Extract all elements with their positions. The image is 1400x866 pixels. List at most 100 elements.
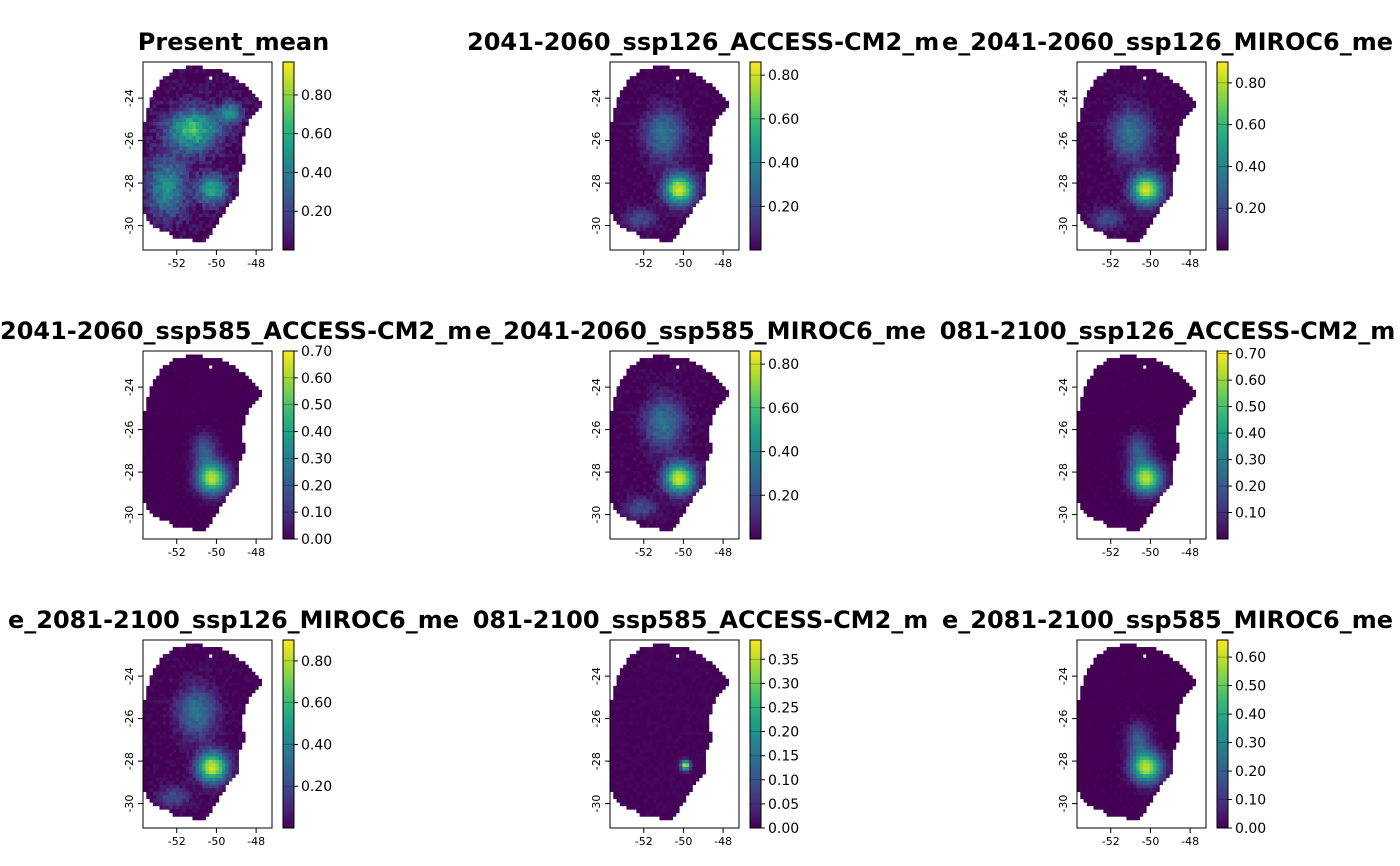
raster-cell: [1189, 104, 1193, 109]
raster-cell: [245, 118, 249, 123]
raster-cell: [166, 460, 170, 465]
raster-cell: [652, 86, 657, 91]
raster-cell: [692, 146, 697, 151]
raster-cell: [669, 97, 673, 102]
raster-cell: [1083, 100, 1088, 105]
raster-cell: [215, 160, 220, 165]
raster-cell: [143, 432, 147, 437]
raster-cell: [685, 160, 690, 165]
raster-cell: [149, 467, 154, 472]
raster-cell: [1090, 150, 1094, 155]
raster-cell: [143, 495, 147, 500]
raster-cell: [235, 86, 239, 91]
raster-cell: [1129, 125, 1134, 130]
raster-cell: [149, 481, 154, 486]
raster-cell: [182, 432, 187, 437]
raster-cell: [182, 69, 187, 73]
raster-cell: [1169, 178, 1173, 183]
raster-cell: [175, 502, 180, 507]
raster-cell: [175, 379, 180, 384]
raster-cell: [639, 146, 644, 151]
raster-cell: [149, 470, 154, 475]
raster-cell: [192, 361, 197, 366]
raster-cell: [1146, 72, 1150, 77]
raster-cell: [225, 76, 230, 81]
raster-cell: [1149, 114, 1154, 119]
raster-cell: [685, 93, 690, 98]
raster-cell: [179, 474, 183, 479]
raster-cells: [143, 354, 262, 532]
raster-cell: [1133, 111, 1137, 116]
raster-cell: [195, 495, 200, 500]
raster-cell: [182, 178, 187, 183]
raster-cell: [623, 181, 627, 186]
raster-cell: [695, 79, 700, 84]
raster-cell: [1165, 192, 1170, 197]
raster-cell: [185, 365, 190, 370]
raster-cell: [633, 83, 637, 88]
raster-cell: [685, 114, 690, 119]
raster-cell: [159, 111, 164, 116]
raster-cell: [1136, 224, 1140, 229]
raster-cell: [1103, 86, 1108, 91]
raster-cell: [205, 425, 210, 429]
raster-cell: [189, 432, 193, 437]
raster-cell: [1156, 125, 1160, 130]
raster-cell: [1192, 100, 1196, 105]
raster-cell: [1123, 185, 1127, 190]
x-tick-label: -52: [635, 257, 653, 270]
raster-cell: [149, 403, 154, 408]
raster-cell: [208, 495, 213, 500]
raster-cell: [195, 136, 200, 140]
raster-cell: [656, 118, 660, 123]
raster-cell: [708, 157, 713, 162]
raster-cell: [218, 136, 223, 140]
raster-cell: [656, 125, 660, 130]
raster-cell: [1080, 125, 1084, 130]
raster-cell: [669, 203, 673, 207]
raster-cell: [218, 107, 223, 112]
raster-cell: [1123, 213, 1127, 218]
raster-cell: [1093, 100, 1098, 105]
raster-cell: [1172, 150, 1177, 155]
raster-cell: [166, 153, 170, 158]
raster-cell: [656, 196, 660, 200]
raster-cell: [195, 129, 200, 133]
raster-cell: [159, 485, 164, 489]
raster-cell: [1106, 139, 1111, 144]
raster-cell: [1159, 157, 1164, 162]
raster-cell: [218, 206, 223, 211]
raster-cell: [1096, 118, 1101, 123]
raster-cell: [1129, 150, 1134, 155]
raster-cell: [152, 139, 157, 144]
raster-cell: [705, 150, 710, 155]
raster-cell: [666, 121, 670, 126]
raster-cell: [175, 72, 180, 77]
raster-cell: [205, 231, 210, 236]
raster-cell: [166, 104, 170, 109]
raster-cell: [1080, 143, 1084, 148]
raster-cell: [189, 139, 193, 144]
raster-cell: [182, 114, 187, 119]
raster-cell: [218, 160, 223, 165]
raster-cell: [199, 203, 203, 207]
raster-cell: [195, 220, 200, 225]
raster-cell: [195, 213, 200, 218]
raster-cell: [1139, 146, 1144, 151]
raster-cell: [152, 389, 157, 394]
raster-cell: [208, 453, 213, 458]
raster-cell: [652, 160, 657, 165]
raster-cell: [679, 203, 683, 207]
raster-cell: [685, 86, 690, 91]
raster-cell: [169, 104, 174, 109]
raster-cell: [629, 153, 634, 158]
raster-cell: [662, 83, 667, 88]
raster-cell: [152, 432, 157, 437]
raster-cell: [1109, 132, 1114, 137]
raster-cell: [682, 143, 687, 148]
raster-cell: [143, 439, 147, 444]
raster-cell: [192, 396, 197, 401]
raster-cell: [152, 492, 157, 496]
raster-cell: [1106, 107, 1111, 112]
raster-cell: [659, 171, 664, 176]
